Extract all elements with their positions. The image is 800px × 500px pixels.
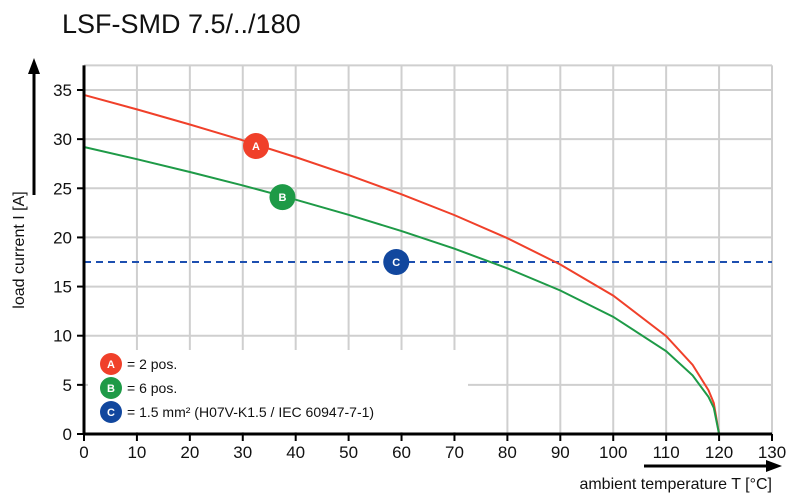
legend-badge xyxy=(100,353,122,375)
y-tick-label: 30 xyxy=(53,130,72,149)
legend: A = 2 pos. B = 6 pos. C = 1.5 mm² (H07V-K1.5 … xyxy=(100,353,374,423)
x-tick-label: 80 xyxy=(498,443,517,462)
chart-title: LSF-SMD 7.5/../180 xyxy=(62,9,301,39)
legend-entry-b: B = 6 pos. xyxy=(100,377,177,399)
legend-background xyxy=(88,350,468,432)
marker-circle xyxy=(243,133,269,160)
marker-circle xyxy=(269,184,296,211)
legend-text: = 1.5 mm² (H07V-K1.5 / IEC 60947-7-1) xyxy=(127,404,374,420)
legend-badge xyxy=(100,401,122,423)
y-tick-label: 20 xyxy=(53,228,72,247)
x-tick-label: 50 xyxy=(339,443,358,462)
ticks: 0 10 20 30 40 50 60 70 80 90 100 110 120 130 0 5 10 15 20 2… xyxy=(53,81,786,462)
x-tick-label: 0 xyxy=(79,443,88,462)
legend-text: = 2 pos. xyxy=(127,356,177,372)
x-tick-label: 10 xyxy=(127,443,146,462)
x-tick-label: 130 xyxy=(758,443,786,462)
markers: A B C xyxy=(243,133,410,275)
marker-label: C xyxy=(392,257,400,269)
marker-b: B xyxy=(269,184,296,211)
x-tick-label: 60 xyxy=(392,443,411,462)
legend-badge-label: A xyxy=(107,359,115,371)
x-tick-label: 120 xyxy=(705,443,733,462)
legend-entry-a: A = 2 pos. xyxy=(100,353,177,375)
y-tick-label: 10 xyxy=(53,327,72,346)
marker-label: B xyxy=(278,192,286,204)
marker-c: C xyxy=(383,249,410,275)
marker-a: A xyxy=(243,133,269,160)
x-tick-label: 40 xyxy=(286,443,305,462)
legend-badge xyxy=(100,377,122,399)
x-tick-label: 30 xyxy=(233,443,252,462)
x-axis-label: ambient temperature T [°C] xyxy=(579,476,772,493)
y-tick-label: 25 xyxy=(53,179,72,198)
x-tick-label: 90 xyxy=(551,443,570,462)
y-tick-label: 0 xyxy=(63,425,72,444)
x-tick-label: 100 xyxy=(599,443,627,462)
legend-badge-label: B xyxy=(107,383,115,395)
y-tick-label: 15 xyxy=(53,278,72,297)
series-line-a xyxy=(83,93,721,435)
x-arrow-head-icon xyxy=(766,460,782,472)
x-tick-label: 20 xyxy=(180,443,199,462)
legend-entry-c: C = 1.5 mm² (H07V-K1.5 / IEC 60947-7-1) xyxy=(100,401,374,423)
marker-label: A xyxy=(252,141,260,153)
axes xyxy=(82,65,772,436)
series xyxy=(83,93,772,435)
marker-circle xyxy=(383,249,410,275)
y-arrow-head-icon xyxy=(28,58,40,74)
legend-text: = 6 pos. xyxy=(127,380,177,396)
x-tick-label: 70 xyxy=(445,443,464,462)
y-tick-label: 5 xyxy=(63,376,72,395)
y-axis-label: load current I [A] xyxy=(11,191,28,308)
legend-badge-label: C xyxy=(107,407,115,419)
y-tick-label: 35 xyxy=(53,81,72,100)
x-tick-label: 110 xyxy=(653,443,680,462)
series-line-b xyxy=(83,146,721,435)
